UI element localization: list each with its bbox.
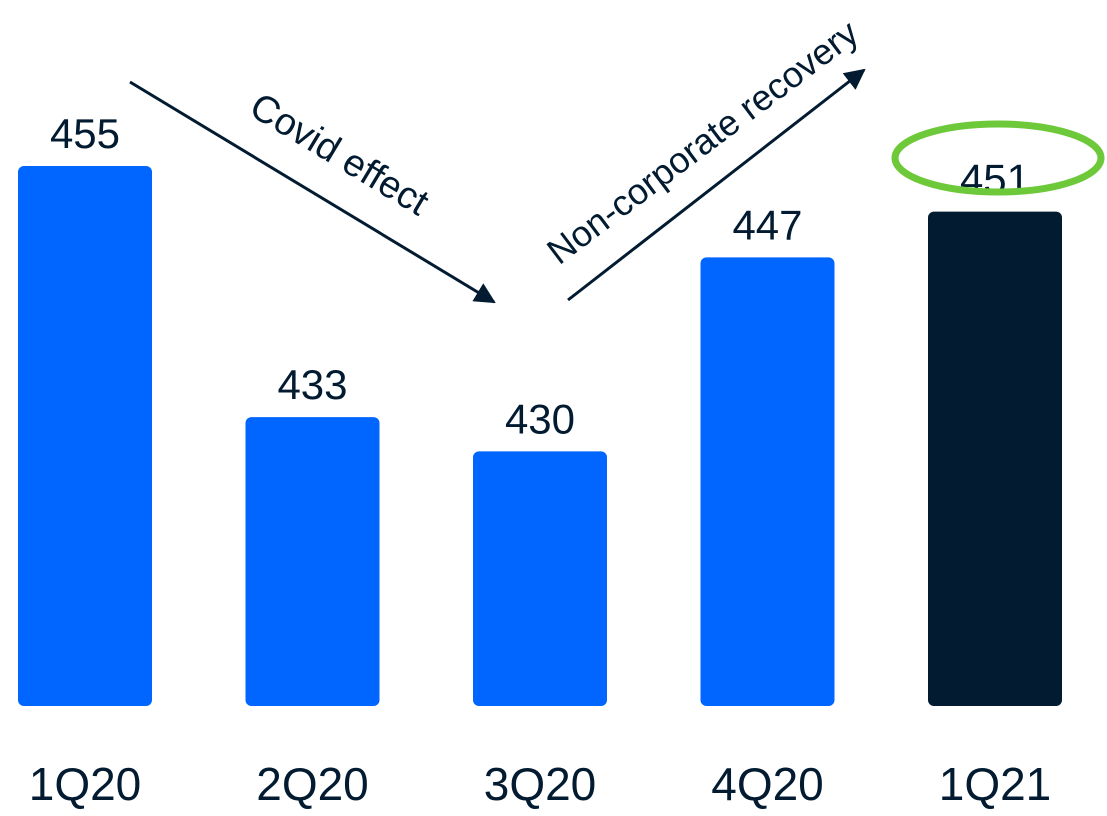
non-corporate-recovery-label: Non-corporate recovery [539,12,866,272]
x-tick-4q20: 4Q20 [711,758,824,810]
labels-layer: 455 433 430 447 451 [50,110,1030,442]
bar-2q20 [245,417,380,706]
covid-effect-label: Covid effect [243,85,436,224]
data-label-2q20: 433 [277,361,347,408]
non-corporate-recovery-arrow [567,68,866,302]
x-tick-2q20: 2Q20 [256,758,369,810]
bars-layer [18,166,1062,706]
x-tick-1q20: 1Q20 [29,758,142,810]
x-tick-1q21: 1Q21 [939,758,1052,810]
x-tick-3q20: 3Q20 [484,758,597,810]
bar-3q20 [473,451,607,706]
data-label-3q20: 430 [505,395,575,442]
highlight-circle [891,120,1105,196]
bar-1q21 [928,211,1062,706]
bar-4q20 [700,257,835,706]
data-label-1q21: 451 [960,156,1030,203]
data-label-4q20: 447 [732,201,802,248]
covid-effect-arrow [129,80,496,304]
bar-1q20 [18,166,152,706]
data-label-1q20: 455 [50,110,120,157]
x-axis-ticks: 1Q20 2Q20 3Q20 4Q20 1Q21 [29,758,1052,810]
